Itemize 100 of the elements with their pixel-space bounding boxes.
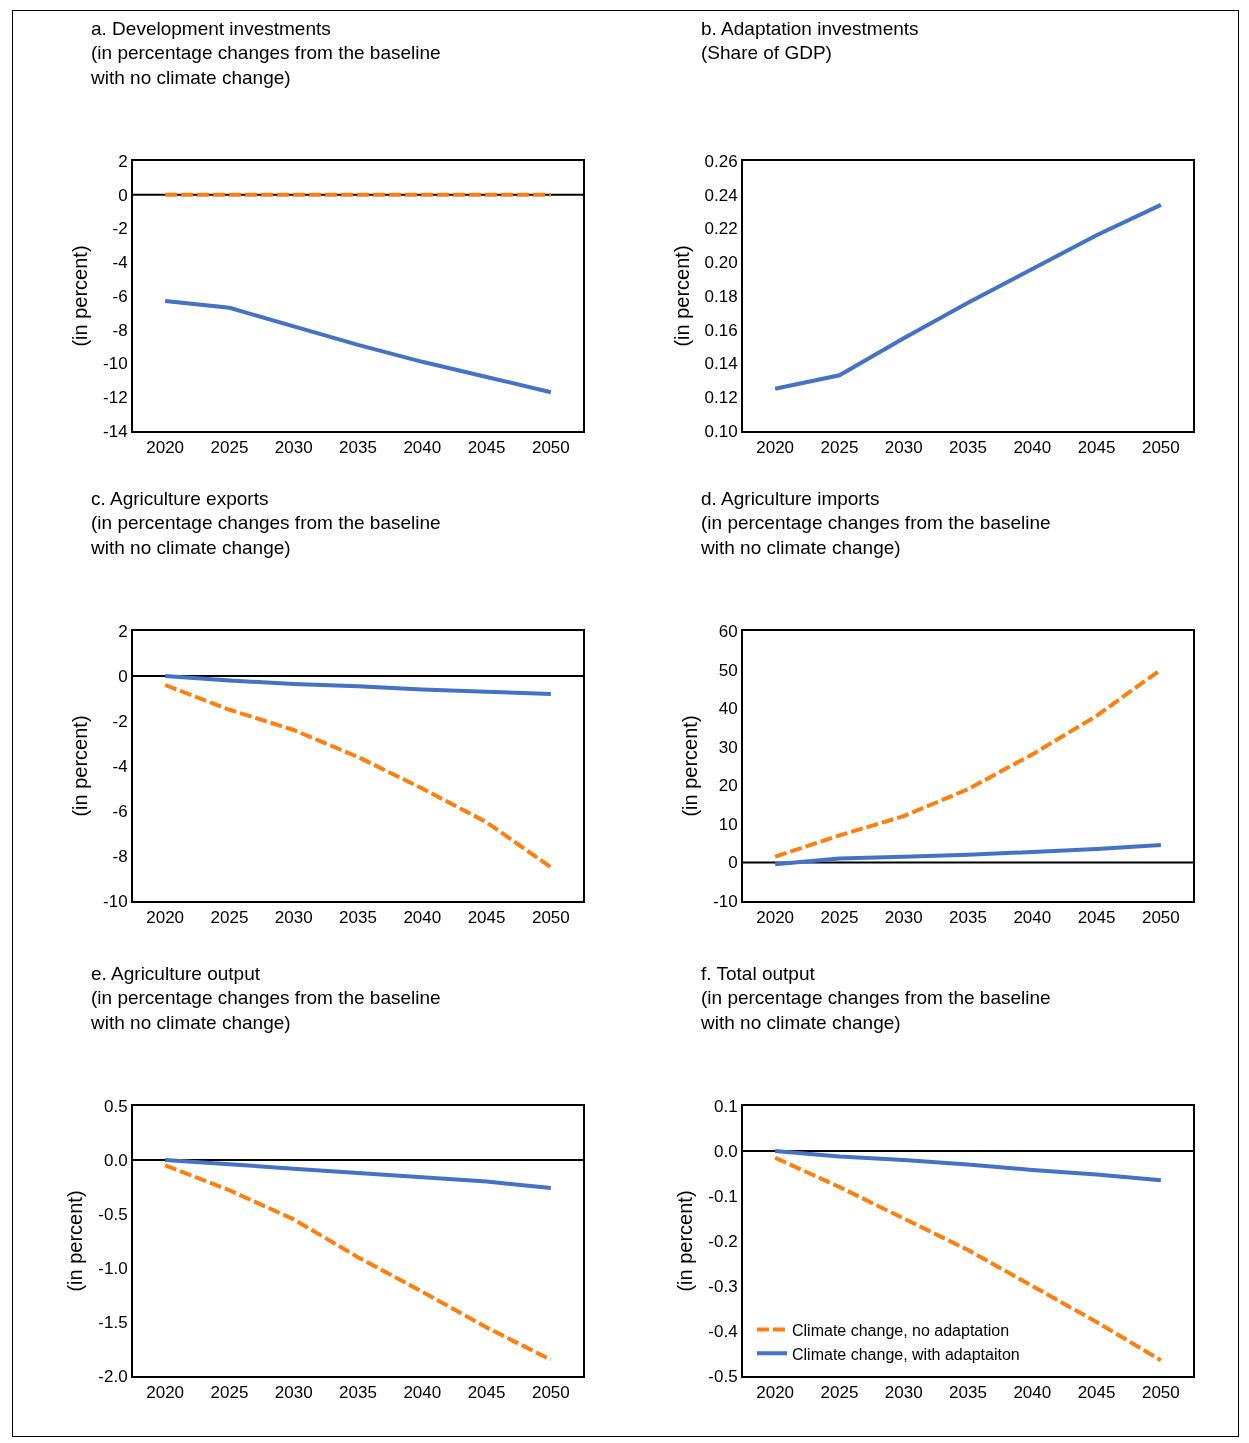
x-tick-label: 2020: [756, 1383, 795, 1403]
line-series: [163, 1163, 553, 1362]
y-tick-label: 0.18: [704, 286, 738, 306]
x-tick-label: 2050: [531, 438, 570, 458]
y-tick-label: -6: [112, 801, 128, 821]
y-tick-label: -0.5: [708, 1366, 738, 1386]
x-tick-label: 2050: [1141, 438, 1180, 458]
y-tick-label: 0: [118, 185, 128, 205]
chart-subtitle: (in percentage changes from the baseline with no climate change): [700, 512, 1051, 558]
x-tick-label: 2030: [884, 908, 923, 928]
x-tick-label: 2020: [146, 1383, 185, 1403]
y-tick-label: -2: [112, 711, 128, 731]
y-tick-label: 0: [118, 666, 128, 686]
y-tick-label: 2: [118, 151, 128, 171]
chart-title: f. Total output: [701, 962, 816, 984]
line-series: [163, 1158, 553, 1191]
line-series: [773, 1155, 1163, 1363]
y-tick-label: -10: [103, 354, 128, 374]
y-tick-label: -12: [103, 388, 128, 408]
x-tick-label: 2020: [146, 438, 185, 458]
x-tick-label: 2050: [531, 908, 570, 928]
chart-title: d. Agriculture imports: [701, 487, 880, 509]
y-tick-label: 50: [718, 660, 738, 680]
y-tick-label: -2: [112, 219, 128, 239]
x-tick-label: 2025: [210, 908, 249, 928]
x-tick-label: 2035: [949, 1383, 987, 1403]
line-series: [773, 843, 1163, 867]
y-tick-label: -2.0: [98, 1366, 128, 1386]
y-tick-label: 0.14: [704, 354, 738, 374]
x-tick-label: 2035: [949, 438, 987, 458]
y-tick-label: 0.0: [713, 1141, 738, 1161]
x-tick-label: 2030: [884, 438, 923, 458]
x-tick-label: 2045: [1077, 438, 1116, 458]
chart-title: c. Agriculture exports: [91, 487, 269, 509]
chart-title: a. Development investments: [91, 17, 331, 39]
x-tick-label: 2025: [820, 438, 859, 458]
line-series: [163, 683, 553, 870]
y-tick-label: -0.1: [708, 1186, 738, 1206]
y-tick-label: -6: [112, 286, 128, 306]
x-tick-label: 2030: [274, 438, 313, 458]
y-tick-label: 0.20: [704, 253, 738, 273]
line-series: [773, 202, 1163, 391]
x-tick-label: 2040: [403, 1383, 442, 1403]
y-tick-label: 0.26: [704, 151, 738, 171]
x-tick-label: 2045: [1077, 908, 1116, 928]
x-tick-label: 2035: [339, 438, 377, 458]
y-tick-label: 60: [718, 621, 738, 641]
y-tick-label: -4: [112, 253, 128, 273]
x-tick-label: 2045: [467, 1383, 506, 1403]
y-axis-title: (in percent): [674, 1190, 697, 1292]
chart-subtitle: (in percentage changes from the baseline with no climate change): [700, 987, 1051, 1033]
y-tick-label: 20: [718, 776, 738, 796]
legend-label: Climate change, no adaptation: [792, 1321, 1010, 1339]
y-axis-title: (in percent): [64, 1190, 87, 1292]
chart-subtitle: (in percentage changes from the baseline with no climate change): [90, 987, 441, 1033]
y-tick-label: -1.5: [98, 1312, 128, 1332]
y-tick-label: -4: [112, 756, 128, 776]
y-tick-label: -1.0: [98, 1258, 128, 1278]
y-tick-label: 0.1: [713, 1096, 738, 1116]
y-tick-label: 0.0: [103, 1150, 128, 1170]
y-tick-label: 0.10: [704, 421, 738, 441]
chart-subtitle: (in percentage changes from the baseline with no climate change): [90, 42, 441, 88]
y-tick-label: 30: [718, 737, 738, 757]
x-tick-label: 2045: [467, 908, 506, 928]
x-tick-label: 2025: [820, 1383, 859, 1403]
x-tick-label: 2040: [403, 908, 442, 928]
x-tick-label: 2045: [467, 438, 506, 458]
y-tick-label: 0.5: [103, 1096, 128, 1116]
line-series: [773, 1149, 1163, 1183]
line-series: [163, 299, 553, 395]
chart-subtitle: (Share of GDP): [701, 42, 832, 64]
y-tick-label: -10: [713, 891, 738, 911]
y-tick-label: 40: [718, 699, 738, 719]
y-tick-label: -0.5: [98, 1204, 128, 1224]
chart-title: e. Agriculture output: [91, 962, 261, 984]
y-tick-label: -8: [112, 846, 128, 866]
y-tick-label: 0.22: [704, 219, 738, 239]
y-tick-label: -10: [103, 891, 128, 911]
y-tick-label: 2: [118, 621, 128, 641]
x-tick-label: 2040: [1013, 1383, 1052, 1403]
x-tick-label: 2035: [339, 908, 377, 928]
legend-label: Climate change, with adaptaiton: [792, 1345, 1020, 1363]
y-tick-label: -0.4: [708, 1321, 738, 1341]
y-axis-title: (in percent): [69, 245, 92, 347]
y-axis-title: (in percent): [69, 715, 92, 817]
y-axis-title: (in percent): [679, 715, 702, 817]
x-tick-label: 2020: [756, 438, 795, 458]
x-tick-label: 2020: [146, 908, 185, 928]
y-axis-title: (in percent): [670, 245, 693, 347]
y-tick-label: 0.24: [704, 185, 738, 205]
y-tick-label: -8: [112, 320, 128, 340]
x-tick-label: 2025: [210, 438, 249, 458]
y-tick-label: -14: [103, 421, 128, 441]
x-tick-label: 2050: [1141, 908, 1180, 928]
x-tick-label: 2035: [339, 1383, 377, 1403]
x-tick-label: 2040: [1013, 908, 1052, 928]
line-series: [163, 674, 553, 696]
chart-subtitle: (in percentage changes from the baseline with no climate change): [90, 512, 441, 558]
y-tick-label: -0.3: [708, 1276, 738, 1296]
chart-title: b. Adaptation investments: [701, 17, 919, 39]
